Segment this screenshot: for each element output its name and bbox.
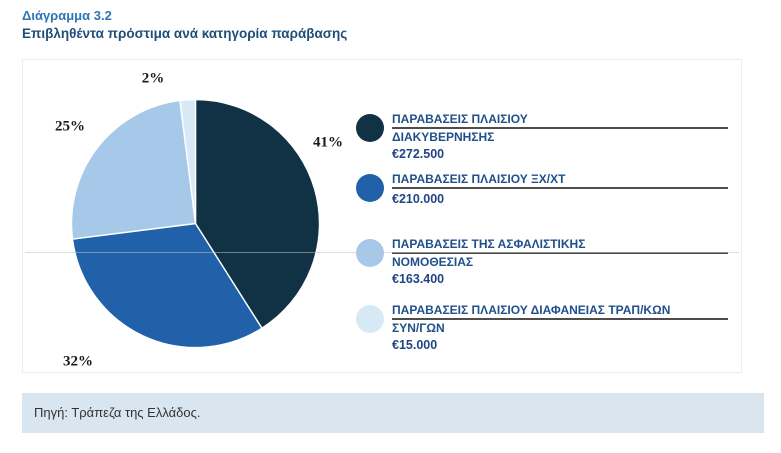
legend-label: ΠΑΡΑΒΑΣΕΙΣ ΤΗΣ ΑΣΦΑΛΙΣΤΙΚΗΣ bbox=[392, 237, 728, 254]
legend-item-insurance: ΠΑΡΑΒΑΣΕΙΣ ΤΗΣ ΑΣΦΑΛΙΣΤΙΚΗΣ ΝΟΜΟΘΕΣΙΑΣ €… bbox=[356, 237, 750, 286]
pie-slice-3 bbox=[179, 98, 197, 224]
legend-label: ΠΑΡΑΒΑΣΕΙΣ ΠΛΑΙΣΙΟΥ bbox=[392, 112, 728, 129]
legend-item-governance: ΠΑΡΑΒΑΣΕΙΣ ΠΛΑΙΣΙΟΥ ΔΙΑΚΥΒΕΡΝΗΣΗΣ €272.5… bbox=[356, 112, 750, 161]
pie-slice-2 bbox=[70, 99, 197, 240]
pie-slice-1 bbox=[71, 222, 263, 349]
legend-amount: €163.400 bbox=[392, 272, 445, 286]
legend-swatch-medium-blue-icon bbox=[356, 174, 384, 202]
percent-label-insurance: 25% bbox=[55, 118, 85, 135]
percent-label-governance: 41% bbox=[313, 134, 343, 151]
source-band: Πηγή: Τράπεζα της Ελλάδος. bbox=[22, 393, 764, 433]
diagram-number-label: Διάγραμμα 3.2 bbox=[22, 8, 112, 23]
legend-amount: €272.500 bbox=[392, 147, 445, 161]
legend-amount: €210.000 bbox=[392, 192, 445, 206]
horizontal-gridline bbox=[25, 252, 739, 253]
legend-label-line2: ΝΟΜΟΘΕΣΙΑΣ bbox=[392, 255, 474, 269]
legend-swatch-dark-navy-icon bbox=[356, 114, 384, 142]
pie-chart bbox=[70, 98, 321, 349]
legend-label: ΠΑΡΑΒΑΣΕΙΣ ΠΛΑΙΣΙΟΥ ΞΧ/ΧΤ bbox=[392, 172, 728, 189]
chart-title: Επιβληθέντα πρόστιμα ανά κατηγορία παράβ… bbox=[22, 26, 348, 41]
legend-label-line2: ΔΙΑΚΥΒΕΡΝΗΣΗΣ bbox=[392, 130, 495, 144]
source-text: Πηγή: Τράπεζα της Ελλάδος. bbox=[34, 405, 201, 420]
legend-swatch-light-blue-icon bbox=[356, 239, 384, 267]
legend-amount: €15.000 bbox=[392, 338, 438, 352]
legend-item-transparency: ΠΑΡΑΒΑΣΕΙΣ ΠΛΑΙΣΙΟΥ ΔΙΑΦΑΝΕΙΑΣ ΤΡΑΠ/ΚΩΝ … bbox=[356, 303, 750, 352]
percent-label-aml: 32% bbox=[63, 353, 93, 370]
pie-slice-0 bbox=[194, 98, 321, 330]
percent-label-transparency: 2% bbox=[141, 70, 165, 87]
legend-label-line2: ΣΥΝ/ΓΩΝ bbox=[392, 321, 445, 335]
chart-container: 41% 32% 25% 2% ΠΑΡΑΒΑΣΕΙΣ ΠΛΑΙΣΙΟΥ ΔΙΑΚΥ… bbox=[22, 59, 742, 373]
legend-label: ΠΑΡΑΒΑΣΕΙΣ ΠΛΑΙΣΙΟΥ ΔΙΑΦΑΝΕΙΑΣ ΤΡΑΠ/ΚΩΝ bbox=[392, 303, 728, 320]
legend-item-aml: ΠΑΡΑΒΑΣΕΙΣ ΠΛΑΙΣΙΟΥ ΞΧ/ΧΤ €210.000 bbox=[356, 172, 750, 206]
legend-swatch-pale-blue-icon bbox=[356, 305, 384, 333]
